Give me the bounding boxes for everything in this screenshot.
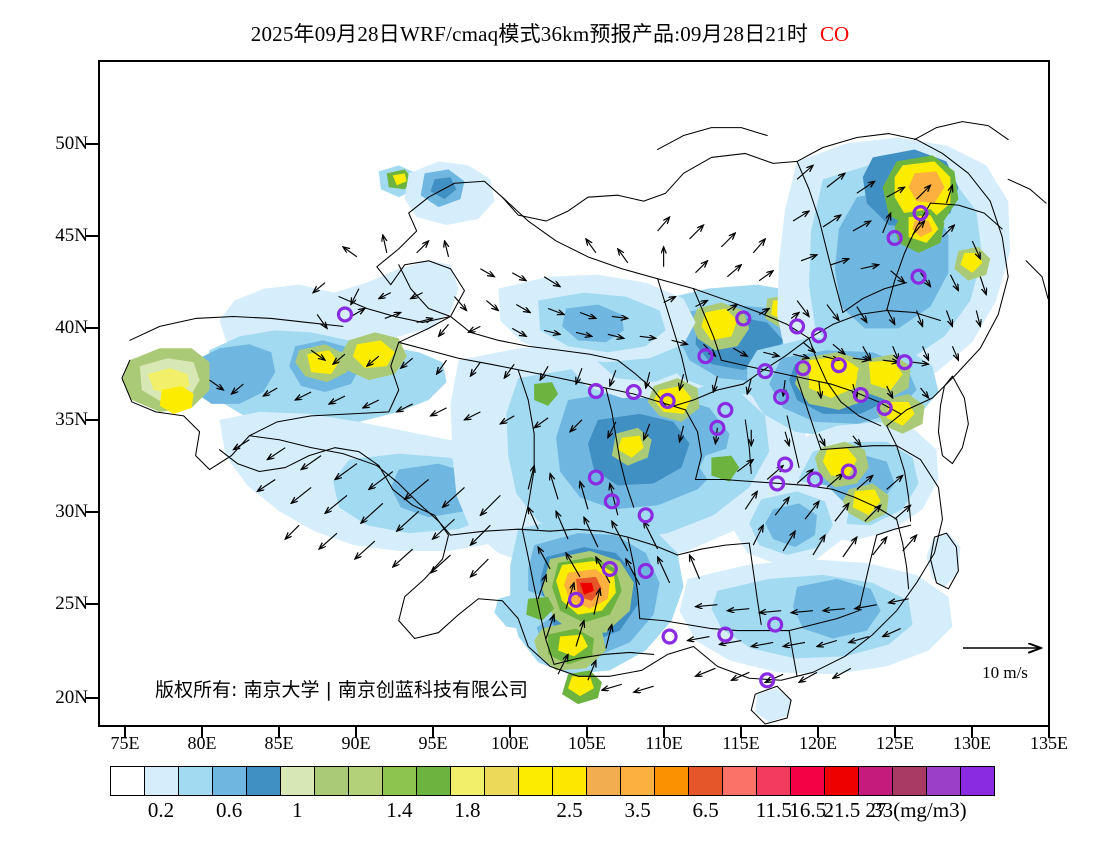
colorbar-swatch-21[interactable] (825, 767, 859, 795)
xtick-mark-85E (278, 727, 280, 738)
ytick-mark-45N (86, 235, 98, 237)
ytick-mark-35N (86, 419, 98, 421)
xtick-label-90E: 90E (341, 733, 371, 753)
xtick-label-130E: 130E (953, 733, 991, 753)
ytick-label-40N: 40N (55, 317, 88, 338)
colorbar-swatch-0[interactable] (111, 767, 145, 795)
colorbar-swatch-12[interactable] (519, 767, 553, 795)
xtick-mark-125E (894, 727, 896, 738)
map-canvas (121, 121, 1048, 725)
wind-vectors (209, 165, 987, 692)
colorbar-swatch-23[interactable] (893, 767, 927, 795)
city-markers[interactable] (336, 205, 929, 689)
colorbar-swatch-5[interactable] (281, 767, 315, 795)
colorbar-swatch-20[interactable] (791, 767, 825, 795)
colorbar-swatches[interactable] (110, 766, 995, 796)
xtick-label-125E: 125E (876, 733, 914, 753)
colorbar-swatch-2[interactable] (179, 767, 213, 795)
colorbar-label-3.5: 3.5 (624, 798, 651, 822)
colorbar-swatch-13[interactable] (553, 767, 587, 795)
wind-scale-legend: 10 m/s (955, 640, 1055, 683)
xtick-mark-130E (971, 727, 973, 738)
colorbar-label-11.5: 11.5 (755, 798, 792, 822)
colorbar-swatch-8[interactable] (383, 767, 417, 795)
ytick-mark-40N (86, 327, 98, 329)
xtick-label-95E: 95E (418, 733, 448, 753)
colorbar-swatch-16[interactable] (655, 767, 689, 795)
xtick-mark-75E (124, 727, 126, 738)
ytick-label-45N: 45N (55, 225, 88, 246)
xtick-label-105E: 105E (568, 733, 606, 753)
xtick-mark-90E (355, 727, 357, 738)
colorbar-swatch-17[interactable] (689, 767, 723, 795)
ytick-mark-50N (86, 143, 98, 145)
colorbar-swatch-11[interactable] (485, 767, 519, 795)
ytick-label-25N: 25N (55, 593, 88, 614)
xtick-label-100E: 100E (491, 733, 529, 753)
colorbar-label-1.8: 1.8 (454, 798, 481, 822)
xtick-mark-95E (432, 727, 434, 738)
ytick-label-35N: 35N (55, 409, 88, 430)
xtick-mark-135E (1048, 727, 1050, 738)
page-title: 2025年09月28日WRF/cmaq模式36km预报产品:09月28日21时 C… (0, 18, 1100, 48)
xtick-label-80E: 80E (187, 733, 217, 753)
colorbar-swatch-25[interactable] (961, 767, 994, 795)
colorbar-swatch-7[interactable] (349, 767, 383, 795)
xtick-mark-115E (740, 727, 742, 738)
colorbar-label-0.2: 0.2 (147, 798, 175, 822)
colorbar-swatch-18[interactable] (723, 767, 757, 795)
colorbar-swatch-14[interactable] (587, 767, 621, 795)
xtick-label-85E: 85E (264, 733, 294, 753)
colorbar-label-33: 33(mg/m3) (872, 798, 967, 822)
colorbar-swatch-24[interactable] (927, 767, 961, 795)
ytick-label-50N: 50N (55, 133, 88, 154)
xtick-label-75E: 75E (110, 733, 140, 753)
colorbar-label-27: 27 (865, 798, 887, 822)
ytick-label-30N: 30N (55, 501, 88, 522)
colorbar-swatch-3[interactable] (213, 767, 247, 795)
colorbar-tick-labels: 0.2 0.6 1 1.4 1.8 2.5 3.5 6.5 11.5 16.5 21.5 27 33(m… (110, 798, 995, 828)
xtick-label-120E: 120E (799, 733, 837, 753)
colorbar-swatch-1[interactable] (145, 767, 179, 795)
map-plot-area[interactable] (98, 60, 1050, 727)
xtick-mark-105E (586, 727, 588, 738)
xtick-mark-100E (509, 727, 511, 738)
colorbar-swatch-9[interactable] (417, 767, 451, 795)
colorbar-label-6.5: 6.5 (692, 798, 719, 822)
ytick-mark-25N (86, 603, 98, 605)
colorbar-label-1.4: 1.4 (386, 798, 413, 822)
title-species-label: CO (820, 22, 850, 46)
colorbar-label-0.6: 0.6 (216, 798, 243, 822)
ytick-label-20N: 20N (55, 687, 88, 708)
colorbar-label-1: 1 (291, 798, 303, 822)
colorbar-label-16.5: 16.5 (789, 798, 827, 822)
title-main-text: 2025年09月28日WRF/cmaq模式36km预报产品:09月28日21时 (250, 22, 809, 46)
colorbar-swatch-15[interactable] (621, 767, 655, 795)
colorbar-label-2.5: 2.5 (556, 798, 583, 822)
xtick-mark-110E (663, 727, 665, 738)
colorbar-swatch-22[interactable] (859, 767, 893, 795)
ytick-mark-30N (86, 511, 98, 513)
colorbar-swatch-10[interactable] (451, 767, 485, 795)
concentration-contours (121, 137, 1011, 723)
ytick-mark-20N (86, 697, 98, 699)
xtick-mark-80E (201, 727, 203, 738)
xtick-label-115E: 115E (722, 733, 760, 753)
right-arrow-icon (963, 640, 1055, 656)
xtick-label-110E: 110E (645, 733, 683, 753)
colorbar-swatch-19[interactable] (757, 767, 791, 795)
xtick-label-135E: 135E (1030, 733, 1068, 753)
colorbar-legend: 0.2 0.6 1 1.4 1.8 2.5 3.5 6.5 11.5 16.5 21.5 27 33(m… (110, 766, 995, 822)
colorbar-label-21.5: 21.5 (823, 798, 861, 822)
colorbar-swatch-6[interactable] (315, 767, 349, 795)
xtick-mark-120E (817, 727, 819, 738)
colorbar-swatch-4[interactable] (247, 767, 281, 795)
copyright-text: 版权所有: 南京大学 | 南京创蓝科技有限公司 (155, 679, 528, 701)
wind-scale-label: 10 m/s (982, 663, 1028, 682)
